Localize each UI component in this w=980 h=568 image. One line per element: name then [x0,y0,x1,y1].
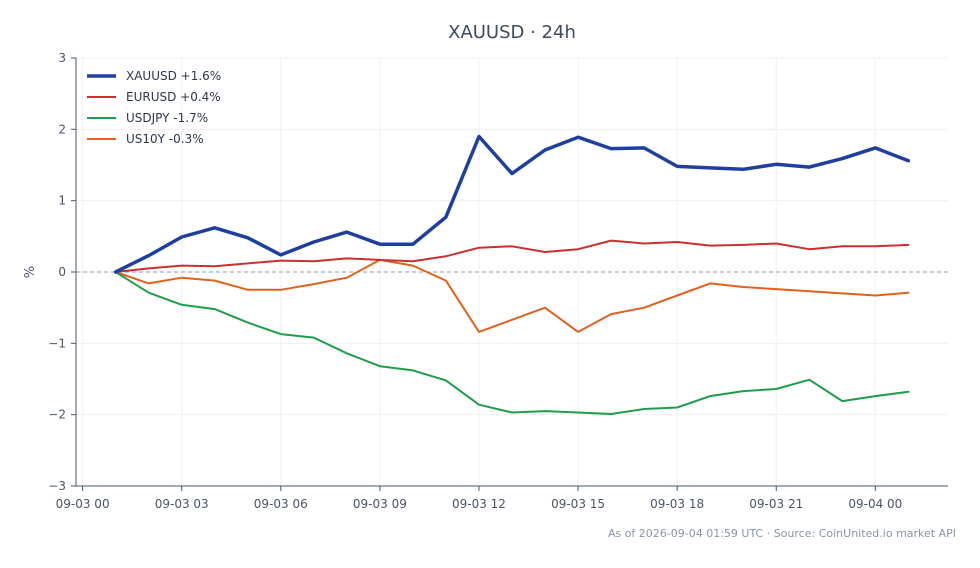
x-tick-label: 09-03 09 [353,497,407,511]
chart-title: XAUUSD · 24h [448,22,576,43]
series-line-1 [114,239,910,273]
y-tick-label: 0 [58,265,66,279]
legend: XAUUSD +1.6% EURUSD +0.4% USDJPY -1.7% US10… [87,69,221,146]
y-tick-label: −1 [48,336,66,350]
x-tick-label: 09-04 00 [848,497,902,511]
x-tick-label: 09-03 00 [56,497,110,511]
series-line-2 [114,271,910,415]
y-tick-label: −3 [48,479,66,493]
legend-label: XAUUSD +1.6% [126,69,221,83]
y-tick-label: 2 [58,122,66,136]
x-tick-label: 09-03 21 [749,497,803,511]
x-tick-label: 09-03 15 [551,497,605,511]
y-axis-label: % [23,266,38,278]
x-tick-label: 09-03 06 [254,497,308,511]
x-tick-label: 09-03 18 [650,497,704,511]
axes-layer: −3 −2 −1 0 1 2 3 09-03 00 09-03 03 09-03 06 09-03 … [48,51,948,511]
x-tick-label: 09-03 03 [155,497,209,511]
grid-layer [76,57,948,487]
x-tick-label: 09-03 12 [452,497,506,511]
legend-label: USDJPY -1.7% [126,111,208,125]
series-line-0 [113,134,911,274]
legend-label: US10Y -0.3% [126,132,204,146]
y-tick-label: 1 [58,194,66,208]
series-layer [113,134,911,415]
chart-footer: As of 2026-09-04 01:59 UTC · Source: Coi… [607,527,956,540]
legend-label: EURUSD +0.4% [126,90,221,104]
y-tick-label: −2 [48,408,66,422]
series-line-3 [114,258,910,333]
y-tick-label: 3 [58,51,66,65]
